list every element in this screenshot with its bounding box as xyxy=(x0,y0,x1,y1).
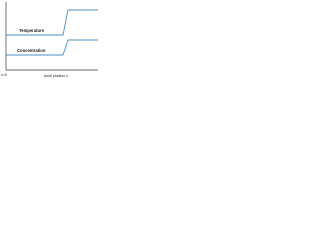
origin-label: z=0 xyxy=(1,73,7,77)
temperature-curve xyxy=(6,9,98,36)
concentration-curve xyxy=(6,39,98,56)
curve-label: Temperature xyxy=(19,28,45,33)
curve-label: Concentration xyxy=(17,48,46,53)
page: {"curves": [{"label": "Temperature"}, {"… xyxy=(0,0,320,80)
diagram: Temperature Concentration z=0 Axial posi… xyxy=(1,2,98,78)
x-axis-label: Axial position z xyxy=(44,74,68,78)
